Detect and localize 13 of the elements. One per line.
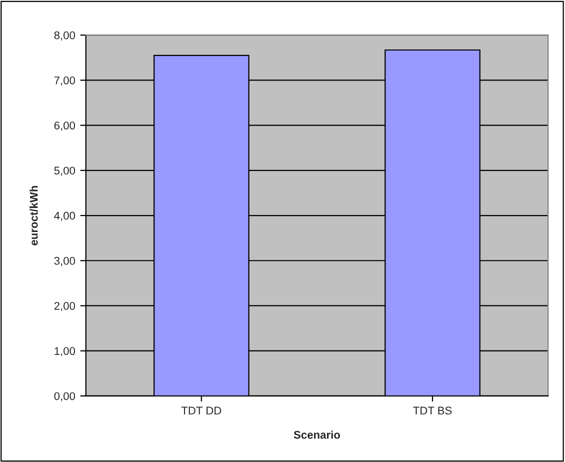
y-tick-label: 7,00 (54, 76, 76, 86)
x-axis-title: Scenario (294, 430, 340, 439)
y-tick-label: 0,00 (54, 392, 76, 402)
y-tick-label: 6,00 (54, 122, 76, 131)
y-axis-title: euroct/kWh (30, 186, 38, 246)
x-tick-label: TDT BS (413, 406, 452, 415)
y-tick-label: 5,00 (54, 166, 76, 176)
y-tick-label: 4,00 (54, 212, 76, 221)
y-tick-label: 3,00 (54, 256, 76, 266)
y-tick-label: 1,00 (54, 347, 76, 356)
y-tick-label: 2,00 (54, 302, 76, 312)
y-tick-label: 8,00 (54, 31, 76, 41)
x-tick-label: TDT DD (181, 406, 222, 414)
